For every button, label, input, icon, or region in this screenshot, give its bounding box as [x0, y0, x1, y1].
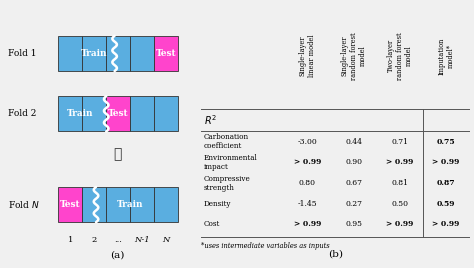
- Text: > 0.99: > 0.99: [294, 221, 321, 228]
- Text: > 0.99: > 0.99: [432, 221, 460, 228]
- FancyBboxPatch shape: [130, 36, 154, 71]
- Text: 0.27: 0.27: [345, 200, 362, 208]
- FancyBboxPatch shape: [82, 96, 106, 132]
- Text: > 0.99: > 0.99: [432, 158, 460, 166]
- Text: Train: Train: [117, 200, 144, 209]
- Text: $R^2$: $R^2$: [204, 113, 217, 127]
- Text: 0.71: 0.71: [392, 138, 409, 146]
- FancyBboxPatch shape: [130, 187, 154, 222]
- FancyBboxPatch shape: [154, 187, 178, 222]
- Text: Carbonation
coefficient: Carbonation coefficient: [204, 133, 249, 150]
- Text: N: N: [163, 236, 170, 244]
- Text: 0.90: 0.90: [345, 158, 362, 166]
- Text: 0.59: 0.59: [437, 200, 456, 208]
- Text: 0.81: 0.81: [392, 179, 409, 187]
- Text: Cost: Cost: [204, 221, 220, 228]
- FancyBboxPatch shape: [154, 36, 178, 71]
- FancyBboxPatch shape: [130, 96, 154, 132]
- Text: -3.00: -3.00: [298, 138, 317, 146]
- Text: 0.44: 0.44: [345, 138, 362, 146]
- Text: ⋮: ⋮: [113, 147, 121, 161]
- Text: -1.45: -1.45: [298, 200, 317, 208]
- Text: Test: Test: [156, 49, 176, 58]
- Text: 0.80: 0.80: [299, 179, 316, 187]
- Text: Environmental
impact: Environmental impact: [204, 154, 258, 171]
- FancyBboxPatch shape: [154, 96, 178, 132]
- Text: (b): (b): [328, 250, 343, 259]
- Text: 0.50: 0.50: [392, 200, 409, 208]
- FancyBboxPatch shape: [106, 187, 130, 222]
- FancyBboxPatch shape: [58, 187, 82, 222]
- Text: 0.95: 0.95: [345, 221, 362, 228]
- Text: 2: 2: [91, 236, 97, 244]
- Text: 0.67: 0.67: [345, 179, 362, 187]
- Text: Density: Density: [204, 200, 231, 208]
- Text: (a): (a): [110, 250, 125, 259]
- Text: Fold 1: Fold 1: [9, 49, 37, 58]
- Text: Train: Train: [81, 49, 108, 58]
- Text: Train: Train: [67, 109, 93, 118]
- Text: > 0.99: > 0.99: [386, 221, 414, 228]
- Text: Two-layer
random forest
model: Two-layer random forest model: [387, 32, 413, 80]
- Text: 0.87: 0.87: [437, 179, 456, 187]
- Text: ...: ...: [114, 236, 122, 244]
- Text: Imputation
model*: Imputation model*: [438, 37, 455, 75]
- Text: 0.75: 0.75: [437, 138, 456, 146]
- FancyBboxPatch shape: [106, 36, 130, 71]
- Text: Compressive
strength: Compressive strength: [204, 174, 251, 192]
- Text: Single-layer
linear model: Single-layer linear model: [299, 35, 316, 77]
- FancyBboxPatch shape: [106, 96, 130, 132]
- Text: Test: Test: [108, 109, 128, 118]
- Text: N-1: N-1: [134, 236, 150, 244]
- FancyBboxPatch shape: [82, 36, 106, 71]
- FancyBboxPatch shape: [58, 96, 82, 132]
- Text: > 0.99: > 0.99: [386, 158, 414, 166]
- FancyBboxPatch shape: [58, 36, 82, 71]
- FancyBboxPatch shape: [82, 187, 106, 222]
- Text: Single-layer
random forest
model: Single-layer random forest model: [340, 32, 367, 80]
- Text: Fold $N$: Fold $N$: [9, 199, 40, 210]
- Text: Test: Test: [60, 200, 81, 209]
- Text: *uses intermediate variables as inputs: *uses intermediate variables as inputs: [201, 242, 330, 250]
- Text: Fold 2: Fold 2: [9, 109, 36, 118]
- Text: > 0.99: > 0.99: [294, 158, 321, 166]
- Text: 1: 1: [68, 236, 73, 244]
